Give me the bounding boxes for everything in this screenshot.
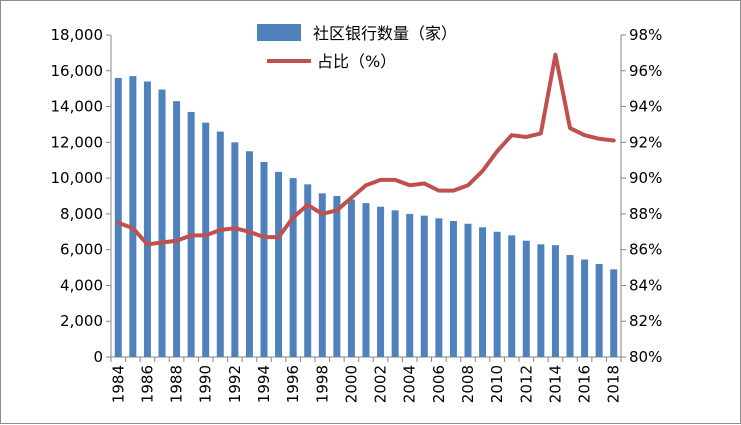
left-tick-label: 10,000 — [51, 169, 104, 187]
bar — [406, 213, 414, 357]
x-tick-label: 2004 — [401, 365, 419, 403]
left-tick-label: 14,000 — [51, 98, 104, 116]
bar — [114, 77, 122, 357]
bar — [347, 199, 355, 357]
bar — [333, 196, 341, 357]
bar — [595, 263, 603, 357]
left-tick-label: 8,000 — [60, 205, 103, 223]
right-tick-label: 80% — [629, 348, 662, 366]
x-tick-label: 1992 — [226, 365, 244, 403]
bar — [566, 255, 574, 357]
x-tick-label: 1994 — [255, 365, 273, 403]
x-tick-label: 2002 — [372, 365, 390, 403]
bar — [449, 221, 457, 357]
bar — [551, 245, 559, 357]
left-tick-label: 18,000 — [51, 26, 104, 44]
x-axis: 1984 1986 1988 1990 1992 1994 1996 1998 2000 2002… — [109, 356, 623, 403]
bar — [581, 259, 589, 357]
right-tick-label: 82% — [629, 312, 662, 330]
x-tick-label: 1990 — [197, 365, 215, 403]
bar — [245, 151, 253, 357]
x-tick-label: 2008 — [459, 365, 477, 403]
x-tick-label: 2014 — [546, 365, 564, 403]
x-tick-label: 1996 — [284, 365, 302, 403]
x-tick-label: 1988 — [168, 365, 186, 403]
legend-swatch-bar — [257, 24, 301, 41]
bar — [260, 162, 268, 357]
right-tick-label: 98% — [629, 26, 662, 44]
bar — [129, 76, 137, 358]
right-tick-label: 88% — [629, 205, 662, 223]
x-tick-label: 1998 — [313, 365, 331, 403]
bar — [275, 171, 283, 357]
x-tick-label: 1984 — [109, 365, 127, 403]
bar — [202, 122, 210, 358]
share-line — [116, 52, 616, 247]
bar — [479, 227, 487, 357]
x-tick-label: 2018 — [605, 365, 623, 403]
right-tick-label: 92% — [629, 133, 662, 151]
legend-label-bar: 社区银行数量（家） — [313, 24, 457, 43]
left-tick-label: 4,000 — [60, 276, 103, 294]
right-tick-label: 90% — [629, 169, 662, 187]
left-axis: 0 2,000 4,000 6,000 8,000 10,000 12,000 14,000 1… — [51, 26, 112, 366]
right-tick-label: 86% — [629, 241, 662, 259]
bar — [537, 244, 545, 357]
right-tick-label: 96% — [629, 62, 662, 80]
left-tick-label: 0 — [93, 348, 103, 366]
bar — [610, 269, 618, 357]
left-tick-label: 2,000 — [60, 312, 103, 330]
right-tick-label: 94% — [629, 98, 662, 116]
bar — [391, 210, 399, 357]
bar — [304, 184, 312, 357]
x-tick-label: 1986 — [138, 365, 156, 403]
right-axis: 80% 82% 84% 86% 88% 90% 92% 94% 96% 98% — [620, 26, 662, 366]
bar — [362, 203, 370, 357]
line-series — [116, 52, 616, 247]
left-tick-label: 6,000 — [60, 241, 103, 259]
bar — [522, 240, 530, 357]
legend-label-line: 占比（%） — [317, 52, 396, 71]
bar — [216, 131, 224, 357]
right-tick-label: 84% — [629, 276, 662, 294]
bar — [143, 81, 151, 357]
x-tick-label: 2006 — [430, 365, 448, 403]
bar — [173, 101, 181, 357]
bar — [318, 193, 326, 357]
bar — [420, 215, 428, 357]
bar — [493, 231, 501, 357]
x-tick-label: 2010 — [488, 365, 506, 403]
bar — [158, 89, 166, 358]
bar — [231, 142, 239, 357]
bar — [464, 223, 472, 357]
bar — [508, 235, 516, 357]
x-tick-label: 2000 — [342, 365, 360, 403]
bar — [289, 178, 297, 357]
x-tick-label: 2012 — [517, 365, 535, 403]
legend: 社区银行数量（家） 占比（%） — [257, 24, 457, 71]
left-tick-label: 12,000 — [51, 133, 104, 151]
left-tick-label: 16,000 — [51, 62, 104, 80]
bar — [377, 206, 385, 357]
bar — [435, 218, 443, 357]
x-tick-label: 2016 — [576, 365, 594, 403]
bar-series — [114, 76, 618, 358]
